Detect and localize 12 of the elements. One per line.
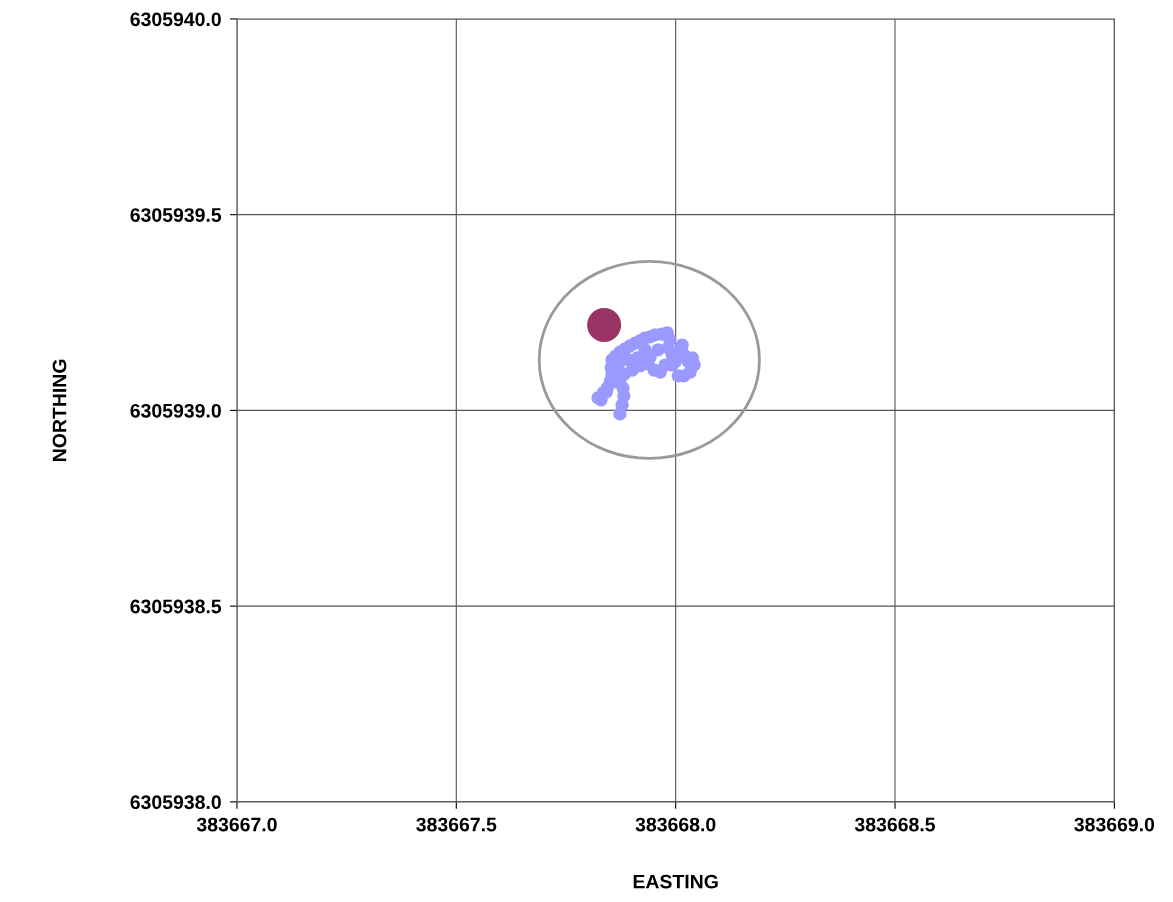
x-tick-label: 383669.0 — [1074, 817, 1155, 832]
x-tick-label: 383668.5 — [854, 817, 936, 832]
x-axis-title: EASTING — [633, 874, 718, 889]
y-tick-label: 6305938.0 — [130, 795, 221, 810]
y-axis-title: NORTHING — [52, 359, 67, 461]
x-tick-label: 383667.0 — [196, 817, 277, 832]
x-tick-label: 383667.5 — [416, 817, 497, 832]
y-tick-label: 6305938.5 — [130, 599, 222, 614]
y-tick-label: 6305939.0 — [130, 403, 221, 418]
y-tick-label: 6305939.5 — [130, 208, 222, 222]
y-tick-label: 6305940.0 — [130, 12, 221, 27]
x-tick-label: 383668.0 — [635, 817, 716, 832]
